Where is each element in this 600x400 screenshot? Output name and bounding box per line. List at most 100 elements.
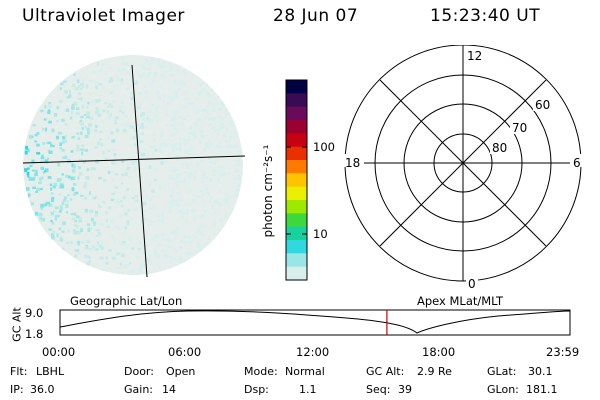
uv-speckle	[197, 239, 200, 242]
uv-speckle	[150, 56, 154, 60]
uv-speckle	[223, 198, 227, 202]
uv-speckle	[135, 80, 138, 84]
uv-speckle	[134, 110, 138, 114]
uv-speckle	[225, 134, 228, 139]
uv-speckle	[95, 161, 99, 164]
uv-speckle	[54, 216, 58, 221]
uv-speckle	[173, 116, 177, 120]
uv-speckle	[36, 152, 41, 155]
uv-speckle	[216, 144, 220, 149]
uv-speckle	[68, 94, 72, 98]
uv-speckle	[186, 253, 189, 256]
uv-speckle	[191, 132, 195, 136]
uv-speckle	[26, 171, 30, 176]
colorbar-band	[286, 173, 307, 188]
uv-speckle	[218, 203, 223, 206]
uv-speckle	[130, 92, 135, 96]
dsp-value: 1.1	[299, 383, 317, 396]
uv-speckle	[198, 228, 202, 232]
uv-speckle	[230, 121, 235, 125]
uv-speckle	[84, 149, 89, 152]
uv-speckle	[89, 209, 92, 213]
uv-speckle	[110, 131, 114, 135]
uv-speckle	[111, 89, 116, 94]
uv-speckle	[55, 120, 59, 123]
uv-speckle	[48, 228, 52, 231]
uv-speckle	[106, 116, 111, 120]
uv-speckle	[184, 71, 188, 76]
uv-speckle	[59, 238, 63, 242]
uv-speckle	[215, 98, 219, 101]
uv-speckle	[190, 208, 195, 211]
uv-speckle	[178, 142, 181, 146]
uv-speckle	[61, 247, 65, 251]
uv-speckle	[159, 143, 163, 148]
uv-speckle	[148, 71, 152, 74]
uv-speckle	[171, 189, 174, 194]
uv-speckle	[145, 195, 148, 199]
uv-speckle	[185, 162, 189, 166]
uv-speckle	[184, 91, 187, 95]
uv-speckle	[163, 185, 166, 188]
uv-speckle	[188, 176, 192, 180]
uv-speckle	[80, 115, 84, 119]
uv-speckle	[226, 197, 229, 202]
uv-speckle	[178, 147, 183, 152]
uv-speckle	[172, 146, 175, 149]
uv-speckle	[93, 221, 97, 225]
uv-speckle	[126, 163, 130, 166]
uv-speckle	[59, 182, 64, 186]
uv-speckle	[211, 162, 216, 165]
uv-speckle	[191, 240, 194, 243]
uv-speckle	[87, 255, 90, 258]
uv-speckle	[204, 176, 208, 179]
uv-speckle	[59, 210, 62, 213]
uv-speckle	[172, 132, 176, 137]
uv-speckle	[173, 96, 176, 101]
timeline-ytick-low: 1.8	[25, 327, 44, 341]
uv-speckle	[201, 87, 205, 90]
uv-speckle	[40, 206, 43, 210]
uv-speckle	[39, 160, 44, 164]
uv-speckle	[242, 173, 243, 177]
uv-speckle	[122, 67, 126, 71]
uv-speckle	[108, 117, 111, 121]
uv-speckle	[235, 194, 238, 197]
uv-speckle	[201, 126, 204, 129]
uv-speckle	[234, 170, 238, 173]
uv-speckle	[98, 222, 102, 225]
colorbar-band	[286, 120, 307, 134]
uv-speckle	[81, 241, 84, 244]
uv-speckle	[179, 209, 183, 213]
uv-speckle	[147, 256, 150, 260]
uv-speckle	[46, 201, 51, 205]
uv-speckle	[134, 208, 138, 211]
uv-speckle	[75, 249, 80, 252]
uv-speckle	[138, 268, 142, 272]
uv-speckle	[55, 214, 58, 218]
uv-speckle	[121, 160, 125, 163]
uv-speckle	[155, 143, 158, 147]
uv-speckle	[109, 103, 112, 106]
uv-speckle	[73, 164, 76, 169]
uv-speckle	[220, 167, 225, 170]
uv-speckle	[111, 160, 115, 165]
uv-speckle	[108, 150, 111, 153]
uv-speckle	[122, 272, 125, 275]
uv-speckle	[52, 230, 56, 234]
uv-speckle	[72, 177, 75, 180]
uv-speckle	[200, 135, 204, 139]
uv-speckle	[59, 142, 62, 146]
uv-speckle	[116, 84, 119, 87]
uv-speckle	[142, 264, 147, 269]
uv-speckle	[76, 240, 81, 244]
uv-speckle	[130, 218, 133, 222]
uv-speckle	[149, 61, 152, 66]
uv-speckle	[169, 134, 174, 137]
uv-speckle	[160, 63, 163, 68]
seq-value: 39	[398, 383, 412, 396]
uv-speckle	[206, 109, 209, 114]
uv-speckle	[66, 96, 70, 99]
uv-speckle	[218, 165, 221, 170]
uv-speckle	[120, 198, 124, 202]
